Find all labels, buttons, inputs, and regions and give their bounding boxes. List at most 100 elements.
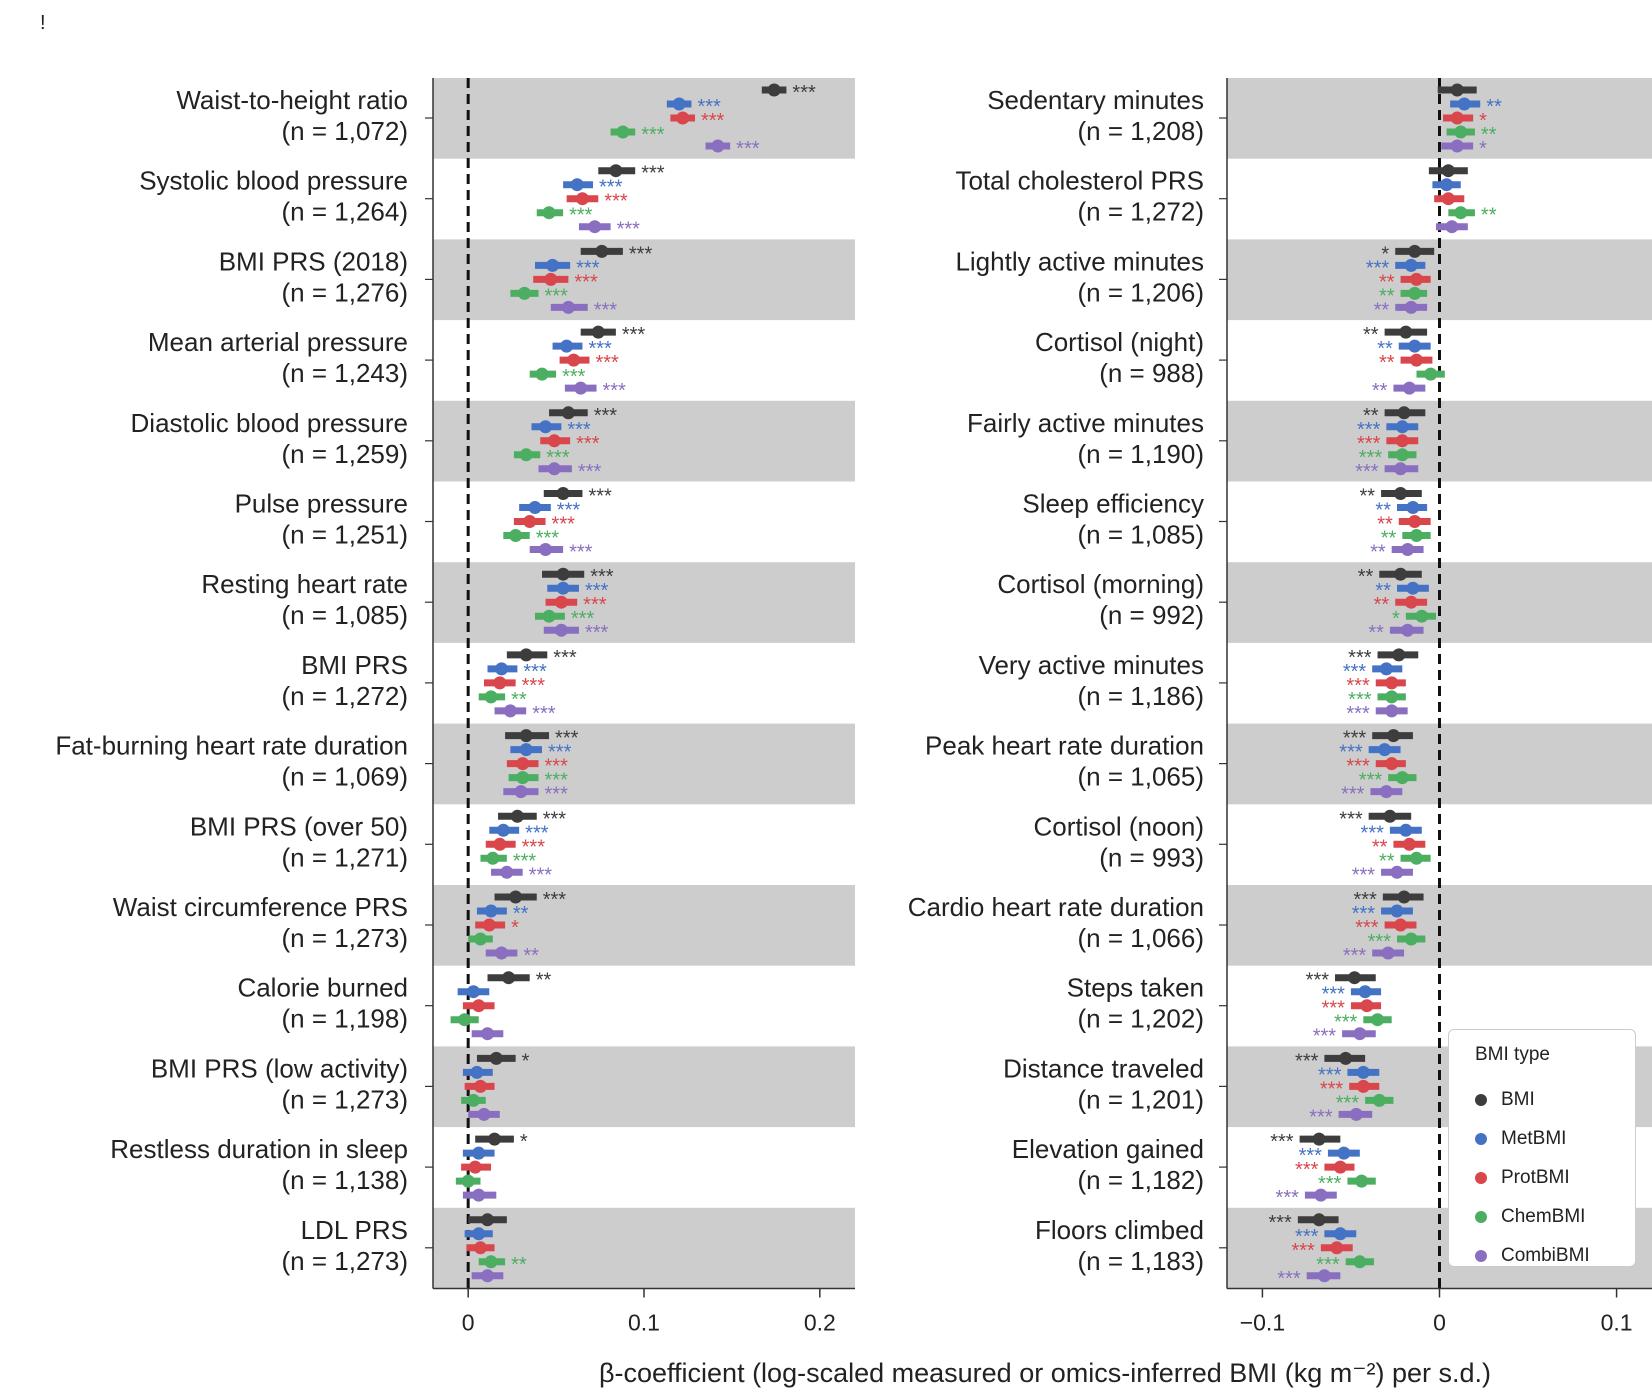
row-n-label: (n = 1,273) — [282, 1246, 408, 1276]
point-estimate — [616, 125, 630, 139]
point-estimate — [1408, 339, 1422, 353]
point-estimate — [470, 1065, 484, 1079]
row-n-label: (n = 988) — [1099, 358, 1204, 388]
point-estimate — [1397, 890, 1411, 904]
legend-item-chembmi: ChemBMI — [1475, 1197, 1635, 1236]
significance-stars: *** — [578, 461, 602, 483]
point-estimate — [1441, 192, 1455, 206]
point-estimate — [516, 771, 530, 785]
row-shade — [433, 239, 855, 321]
row-label: Cortisol (night) — [1035, 327, 1204, 357]
significance-stars: *** — [1339, 742, 1363, 764]
significance-stars: ** — [1381, 528, 1397, 550]
point-estimate — [488, 1132, 502, 1146]
significance-stars: *** — [1357, 419, 1381, 441]
significance-stars: *** — [617, 219, 641, 241]
significance-stars: *** — [595, 352, 619, 374]
row-label: Total cholesterol PRS — [955, 166, 1204, 196]
significance-stars: *** — [1353, 889, 1377, 911]
point-estimate — [1330, 1241, 1344, 1255]
point-estimate — [1402, 381, 1416, 395]
point-estimate — [1404, 932, 1418, 946]
point-estimate — [1360, 999, 1374, 1013]
significance-stars: ** — [1375, 500, 1391, 522]
point-estimate — [500, 865, 514, 879]
row-n-label: (n = 1,272) — [1078, 197, 1204, 227]
significance-stars: *** — [641, 124, 665, 146]
significance-stars: *** — [594, 299, 618, 321]
point-estimate — [493, 837, 507, 851]
significance-stars: *** — [697, 96, 721, 118]
point-estimate — [595, 244, 609, 258]
chart-legend: BMI type BMI MetBMI ProtBMI ChemBMI Comb… — [1448, 1029, 1636, 1267]
point-estimate — [1409, 529, 1423, 542]
point-estimate — [510, 809, 524, 823]
significance-stars: ** — [1374, 594, 1390, 616]
point-estimate — [1348, 971, 1361, 985]
significance-stars: *** — [1276, 1187, 1300, 1209]
significance-stars: ** — [1377, 338, 1393, 360]
point-estimate — [542, 206, 556, 220]
point-estimate — [1441, 164, 1455, 178]
point-estimate — [461, 1174, 475, 1188]
point-estimate — [1385, 757, 1399, 771]
significance-stars: ** — [511, 689, 527, 711]
x-tick-label: −0.1 — [1240, 1310, 1285, 1336]
x-tick-label: 0 — [1433, 1310, 1446, 1336]
significance-stars: *** — [1318, 1064, 1342, 1086]
point-estimate — [1381, 946, 1395, 960]
point-estimate — [481, 1213, 495, 1227]
point-estimate — [1440, 178, 1454, 192]
significance-stars: *** — [1343, 945, 1367, 967]
point-estimate — [554, 623, 568, 637]
point-estimate — [472, 999, 486, 1013]
point-estimate — [509, 529, 523, 542]
point-estimate — [1395, 448, 1409, 462]
row-shade — [433, 562, 855, 643]
point-estimate — [472, 1227, 486, 1241]
legend-item-protbmi: ProtBMI — [1475, 1158, 1635, 1197]
significance-stars: *** — [552, 514, 576, 536]
row-label: Cortisol (noon) — [1033, 811, 1204, 841]
point-estimate — [1450, 139, 1464, 153]
significance-stars: *** — [1268, 1212, 1292, 1234]
row-n-label: (n = 1,069) — [282, 762, 408, 792]
point-estimate — [1333, 1160, 1347, 1174]
significance-stars: *** — [629, 243, 653, 265]
significance-stars: *** — [1366, 257, 1390, 279]
significance-stars: *** — [543, 808, 567, 830]
point-estimate — [1404, 595, 1418, 609]
point-estimate — [1395, 420, 1409, 434]
point-estimate — [1371, 1013, 1385, 1027]
significance-stars: *** — [523, 661, 547, 683]
significance-stars: ** — [1359, 486, 1375, 508]
point-estimate — [514, 785, 528, 799]
significance-stars: ** — [1379, 285, 1395, 307]
point-estimate — [1408, 286, 1422, 300]
significance-stars: *** — [792, 82, 816, 104]
point-estimate — [517, 286, 531, 300]
point-estimate — [1353, 1027, 1367, 1041]
row-n-label: (n = 1,085) — [1078, 520, 1204, 550]
significance-stars: *** — [576, 257, 600, 279]
point-estimate — [1424, 367, 1438, 381]
point-estimate — [1317, 1269, 1331, 1283]
legend-title: BMI type — [1475, 1044, 1550, 1065]
row-label: Lightly active minutes — [955, 246, 1204, 276]
significance-stars: *** — [557, 500, 581, 522]
significance-stars: ** — [523, 945, 539, 967]
significance-stars: * — [522, 1050, 530, 1072]
point-estimate — [519, 743, 533, 757]
point-estimate — [1409, 272, 1423, 286]
significance-stars: *** — [548, 742, 572, 764]
x-tick-label: 0.1 — [1601, 1310, 1633, 1336]
point-estimate — [1392, 648, 1406, 662]
row-label: Cortisol (morning) — [997, 569, 1204, 599]
significance-stars: *** — [1348, 647, 1372, 669]
point-estimate — [547, 462, 561, 476]
significance-stars: *** — [1295, 1226, 1319, 1248]
panel-left: Waist-to-height ratio(n = 1,072) Systolic… — [55, 78, 855, 1336]
significance-stars: * — [520, 1131, 528, 1153]
significance-stars: *** — [603, 380, 627, 402]
row-n-label: (n = 1,276) — [282, 277, 408, 307]
